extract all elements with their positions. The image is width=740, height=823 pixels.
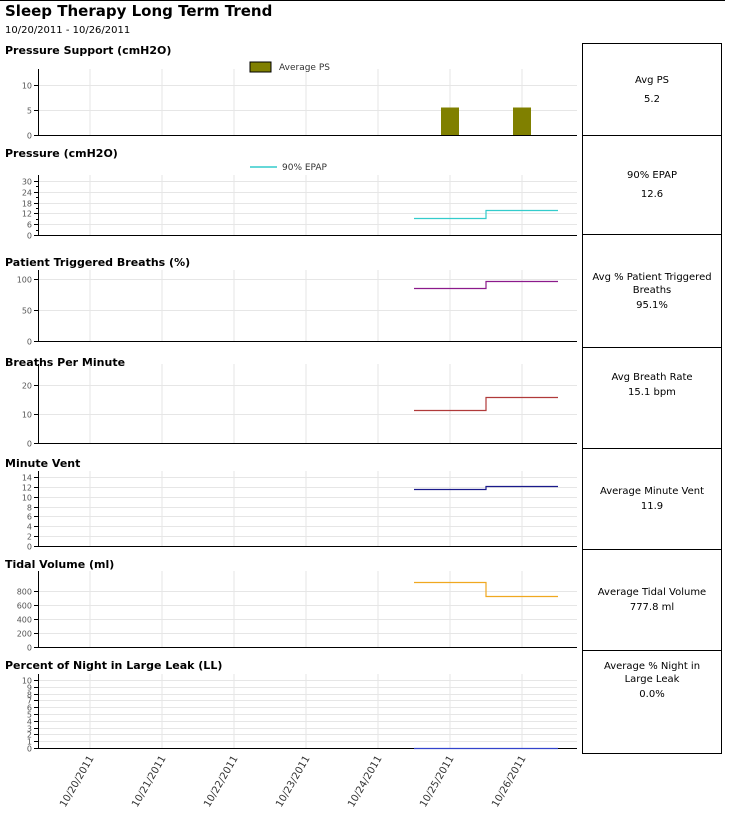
y-tick-label: 1 — [27, 738, 32, 747]
bar — [513, 107, 531, 135]
summary-label: Avg % Patient Triggered Breaths — [592, 271, 712, 296]
summary-value: 12.6 — [640, 189, 664, 200]
y-tick-label: 24 — [22, 189, 32, 198]
chart-tv: 0 200 400 600 800 — [17, 571, 577, 653]
y-tick-label: 18 — [22, 200, 32, 209]
series-line — [414, 209, 558, 220]
summary-label: Avg Breath Rate — [611, 372, 693, 383]
y-tick-label: 0 — [27, 232, 32, 241]
x-tick-label: 10/26/2011 — [490, 754, 528, 809]
y-tick-label: 400 — [17, 616, 32, 625]
y-tick-label: 200 — [17, 630, 32, 639]
y-tick-label: 50 — [22, 307, 32, 316]
x-tick-label: 10/24/2011 — [346, 754, 384, 809]
y-tick-label: 6 — [27, 513, 32, 522]
series-line — [414, 485, 558, 491]
y-tick-label: 4 — [27, 523, 32, 532]
summary-value: 15.1 bpm — [628, 387, 676, 398]
y-tick-label: 12 — [22, 484, 32, 493]
y-tick-label: 2 — [27, 731, 32, 740]
series-line — [414, 280, 558, 290]
summary-value: 0.0% — [639, 689, 665, 700]
y-tick-label: 8 — [27, 504, 32, 513]
y-tick-label: 0 — [27, 644, 32, 653]
summary-value: 777.8 ml — [629, 602, 675, 613]
summary-value: 11.9 — [640, 501, 664, 512]
top-border — [0, 0, 725, 1]
x-tick-label: 10/25/2011 — [418, 754, 456, 809]
x-tick-label: 10/23/2011 — [274, 754, 312, 809]
chart-bpm: 0 10 20 — [22, 364, 577, 449]
y-tick-label: 10 — [22, 82, 32, 91]
y-tick-label: 14 — [22, 474, 32, 483]
y-tick-label: 4 — [27, 718, 32, 727]
y-tick-label: 9 — [27, 684, 32, 693]
y-tick-label: 3 — [27, 725, 32, 734]
panel-title-large-leak: Percent of Night in Large Leak (LL) — [5, 659, 223, 672]
page-title: Sleep Therapy Long Term Trend — [5, 2, 273, 20]
legend-label: Average PS — [279, 63, 330, 73]
bar — [441, 107, 459, 135]
y-tick-label: 5 — [27, 107, 32, 116]
series-line — [414, 396, 558, 412]
y-tick-label: 0 — [27, 338, 32, 347]
summary-label: Avg PS — [634, 74, 670, 86]
chart-ps: 0 5 10 Average PS — [22, 61, 577, 141]
panel-title-pressure-support: Pressure Support (cmH2O) — [5, 44, 172, 57]
x-tick-label: 10/21/2011 — [130, 754, 168, 809]
panel-title-breaths-per-minute: Breaths Per Minute — [5, 356, 126, 369]
y-tick-label: 800 — [17, 588, 32, 597]
summary-label: Average % Night in Large Leak — [603, 661, 701, 685]
panel-title-minute-vent: Minute Vent — [5, 457, 81, 470]
y-tick-label: 20 — [22, 382, 32, 391]
y-tick-label: 600 — [17, 602, 32, 611]
series-line — [414, 581, 558, 598]
y-tick-label: 30 — [22, 178, 32, 187]
x-tick-label: 10/20/2011 — [58, 754, 96, 809]
legend-label: 90% EPAP — [282, 163, 328, 173]
y-tick-label: 6 — [27, 704, 32, 713]
y-tick-label: 0 — [27, 745, 32, 754]
panel-title-tidal-volume: Tidal Volume (ml) — [5, 558, 115, 571]
summary-value: 5.2 — [644, 93, 660, 105]
summary-label: Average Minute Vent — [599, 486, 705, 497]
y-tick-label: 10 — [22, 494, 32, 503]
y-tick-label: 2 — [27, 533, 32, 542]
x-tick-label: 10/22/2011 — [202, 754, 240, 809]
y-tick-label: 8 — [27, 691, 32, 700]
summary-value: 95.1% — [636, 299, 668, 311]
date-range: 10/20/2011 - 10/26/2011 — [5, 25, 131, 36]
y-tick-label: 10 — [22, 411, 32, 420]
panel-title-pressure: Pressure (cmH2O) — [5, 147, 118, 160]
summary-label: Average Tidal Volume — [597, 587, 707, 598]
y-tick-label: 6 — [27, 221, 32, 230]
y-tick-label: 0 — [27, 543, 32, 552]
panel-title-patient-triggered: Patient Triggered Breaths (%) — [5, 256, 191, 269]
y-tick-label: 7 — [27, 697, 32, 706]
y-tick-label: 0 — [27, 440, 32, 449]
legend-swatch — [249, 61, 272, 73]
y-tick-label: 12 — [22, 210, 32, 219]
y-tick-label: 10 — [22, 677, 32, 686]
summary-large-leak: Average % Night in Large Leak 0.0% — [582, 650, 722, 754]
summary-label: 90% EPAP — [627, 170, 677, 181]
y-tick-label: 100 — [17, 276, 32, 285]
y-tick-label: 5 — [27, 711, 32, 720]
chart-ptb: 0 50 100 — [17, 270, 577, 347]
y-tick-label: 0 — [27, 132, 32, 141]
